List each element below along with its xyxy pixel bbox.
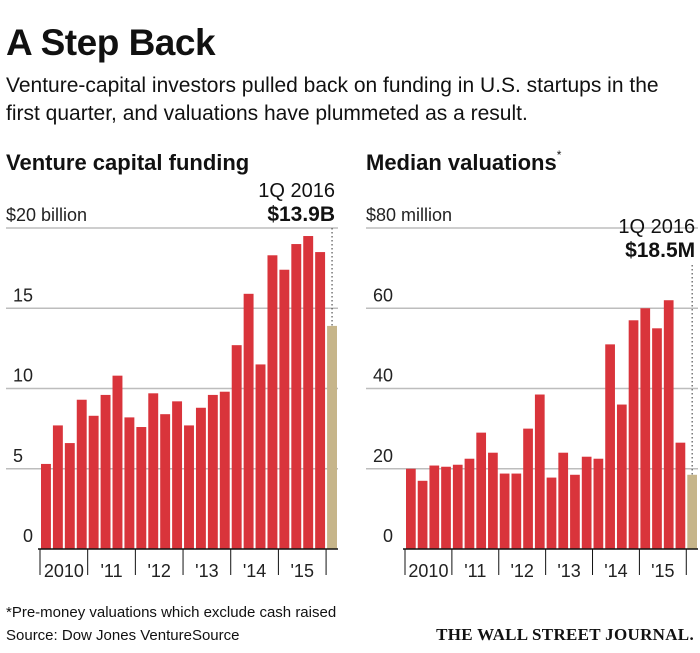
chart1-ytick-label: 15 bbox=[13, 285, 33, 305]
chart2-bar bbox=[452, 464, 463, 549]
chart2-bar bbox=[558, 452, 569, 549]
headline: A Step Back bbox=[6, 22, 216, 63]
chart1-bar bbox=[52, 425, 63, 549]
chart-title-funding-text: Venture capital funding bbox=[6, 150, 250, 175]
chart2-bar bbox=[581, 456, 592, 549]
chart1-ytick-label: 10 bbox=[13, 366, 33, 386]
chart1-bar bbox=[184, 425, 194, 549]
chart1-bar bbox=[88, 415, 99, 549]
chart1-annotation-label: 1Q 2016 bbox=[258, 180, 335, 202]
chart2-bar bbox=[534, 394, 545, 549]
chart1-bar bbox=[41, 463, 51, 549]
chart1-ytick-label: $20 billion bbox=[6, 205, 87, 225]
chart1-annotation-value: $13.9B bbox=[267, 203, 335, 226]
chart1-bar bbox=[267, 255, 278, 549]
chart-title-valuations-text: Median valuations bbox=[366, 150, 557, 175]
chart2-bar bbox=[640, 308, 651, 549]
chart2-xtick-label: '13 bbox=[557, 561, 580, 581]
chart-title-valuations: Median valuations* bbox=[366, 148, 562, 176]
chart1-xtick-label: 2010 bbox=[44, 561, 84, 581]
chart1-bar bbox=[100, 394, 111, 549]
publisher-logo: THE WALL STREET JOURNAL. bbox=[436, 625, 694, 644]
chart1-bar bbox=[76, 399, 87, 549]
chart1-bar bbox=[136, 427, 147, 549]
chart1-xtick-label: '11 bbox=[100, 561, 122, 581]
chart1-bar bbox=[64, 443, 75, 549]
chart1-bar bbox=[303, 236, 314, 549]
chart2-xtick-label: '15 bbox=[651, 561, 674, 581]
footnote: *Pre-money valuations which exclude cash… bbox=[6, 604, 337, 621]
chart1-bar bbox=[219, 391, 230, 549]
chart2-annotation-label: 1Q 2016 bbox=[618, 216, 695, 238]
chart1-bar bbox=[231, 345, 242, 549]
chart2-bar bbox=[429, 465, 440, 549]
chart2-bar bbox=[675, 442, 686, 549]
chart2-bar bbox=[406, 468, 416, 549]
chart2-xtick-label: 2010 bbox=[408, 561, 448, 581]
chart1-bar bbox=[172, 401, 183, 549]
chart2-bar bbox=[499, 473, 510, 549]
chart2-bar bbox=[523, 428, 533, 549]
chart2-ytick-label: 40 bbox=[373, 366, 393, 386]
chart2-bar bbox=[628, 320, 639, 549]
chart1-xtick-label: '15 bbox=[291, 561, 314, 581]
chart1-bar bbox=[255, 364, 266, 549]
chart2-bar bbox=[441, 466, 451, 549]
chart2-xtick-label: '12 bbox=[510, 561, 533, 581]
chart1-xtick-label: '12 bbox=[147, 561, 170, 581]
chart1-bar bbox=[195, 407, 206, 549]
chart2-ytick-label: 60 bbox=[373, 285, 393, 305]
chart2-bar bbox=[417, 480, 428, 549]
chart1-bar bbox=[160, 414, 171, 549]
chart1-bar bbox=[148, 393, 159, 549]
footnote-marker: * bbox=[556, 148, 562, 162]
chart2-bar bbox=[616, 404, 627, 549]
chart-title-funding: Venture capital funding bbox=[6, 150, 249, 176]
chart2-annotation-value: $18.5M bbox=[625, 239, 695, 262]
chart1-bar bbox=[243, 293, 254, 549]
chart1-bar bbox=[207, 394, 218, 549]
chart2-bar bbox=[570, 474, 580, 549]
chart2-bar bbox=[593, 458, 604, 549]
chart2-bar bbox=[464, 458, 475, 549]
chart1-xtick-label: '14 bbox=[243, 561, 266, 581]
chart2-ytick-label: 20 bbox=[373, 446, 393, 466]
chart1-ytick-label: 0 bbox=[23, 526, 33, 546]
chart1-xtick-label: '13 bbox=[195, 561, 218, 581]
chart2-bar bbox=[605, 344, 615, 549]
chart2-bar bbox=[546, 477, 557, 549]
chart2-bar bbox=[663, 300, 674, 549]
chart2-xtick-label: '11 bbox=[464, 561, 486, 581]
chart1-bar bbox=[124, 417, 135, 549]
chart2-ytick-label: 0 bbox=[383, 526, 393, 546]
chart2-highlight-bar bbox=[687, 474, 697, 549]
chart1-highlight-bar bbox=[327, 325, 337, 549]
chart2-bar bbox=[511, 473, 522, 549]
subheadline: Venture-capital investors pulled back on… bbox=[6, 74, 659, 125]
chart1-bar bbox=[279, 269, 290, 549]
chart2-bar bbox=[476, 432, 487, 549]
chart2-bar bbox=[652, 328, 662, 549]
chart1-bar bbox=[112, 375, 123, 549]
chart1-bar bbox=[315, 252, 326, 549]
chart1-ytick-label: 5 bbox=[13, 446, 23, 466]
chart2-bar bbox=[488, 452, 498, 549]
chart2-xtick-label: '14 bbox=[604, 561, 627, 581]
chart2-ytick-label: $80 million bbox=[366, 205, 452, 225]
source-note: Source: Dow Jones VentureSource bbox=[6, 627, 240, 644]
chart1-bar bbox=[291, 244, 302, 550]
